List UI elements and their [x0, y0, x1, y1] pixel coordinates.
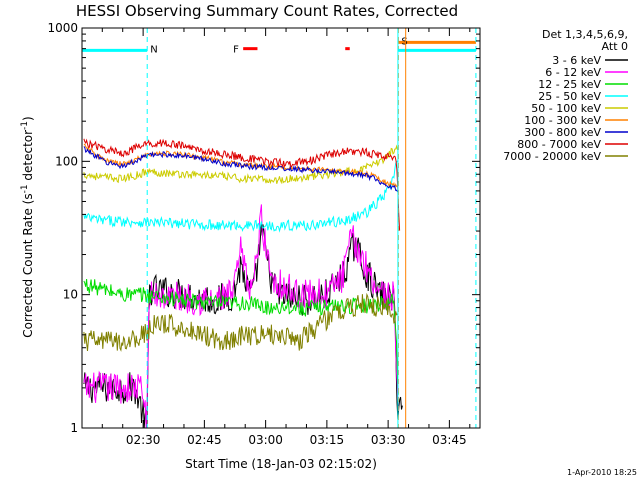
legend-label: 12 - 25 keV: [538, 78, 601, 91]
flag-label-1: S: [401, 36, 407, 47]
x-tick-label: 03:00: [248, 433, 283, 447]
legend-label: 50 - 100 keV: [531, 102, 601, 115]
y-axis-label-sup1: -1: [20, 184, 30, 193]
y-tick-label: 1: [70, 421, 78, 435]
legend-label: 25 - 50 keV: [538, 90, 601, 103]
y-axis-label: Corrected Count Rate (s-1 detector-1): [20, 116, 35, 337]
x-tick-label: 02:30: [126, 433, 161, 447]
y-axis-label-mid: detector: [21, 130, 35, 185]
x-tick-label: 03:15: [310, 433, 345, 447]
y-axis-label-sup2: -1: [20, 121, 30, 130]
x-axis-label: Start Time (18-Jan-03 02:15:02): [185, 457, 377, 471]
overlay-layer: NSF: [82, 28, 477, 428]
axis-layer: 02:30 02:45 03:00 03:15 03:30 03:45 1 10 100 1000: [47, 21, 481, 447]
series-line-3: [83, 160, 398, 233]
series-line-8: [83, 292, 398, 352]
x-tick-label: 03:30: [371, 433, 406, 447]
legend-label: 100 - 300 keV: [524, 114, 601, 127]
series-line-1: [83, 204, 399, 428]
legend-label: 7000 - 20000 keV: [503, 150, 601, 163]
flag-label-0: N: [150, 44, 157, 55]
y-axis-label-prefix: Corrected Count Rate (s: [21, 193, 35, 337]
series-line-4: [83, 144, 398, 185]
y-tick-label: 10: [63, 288, 78, 302]
series-line-7: [83, 138, 401, 231]
chart-title: HESSI Observing Summary Count Rates, Cor…: [76, 2, 458, 20]
legend-header: Att 0: [602, 40, 628, 53]
flare-label: F: [233, 45, 239, 56]
legend-label: 800 - 7000 keV: [517, 138, 601, 151]
date-stamp: 1-Apr-2010 18:25: [567, 468, 637, 477]
y-tick-label: 100: [55, 154, 78, 168]
legend-label: 300 - 800 keV: [524, 126, 601, 139]
y-axis-label-suffix: ): [21, 116, 35, 121]
legend-label: 3 - 6 keV: [552, 54, 601, 67]
legend-label: 6 - 12 keV: [545, 66, 601, 79]
plot-frame: [81, 27, 481, 429]
legend-header: Det 1,3,4,5,6,9,: [542, 28, 628, 41]
x-tick-label: 03:45: [432, 433, 467, 447]
series-line-6: [83, 146, 398, 192]
series-layer: [83, 138, 403, 429]
y-tick-label: 1000: [47, 21, 78, 35]
x-tick-label: 02:45: [187, 433, 222, 447]
